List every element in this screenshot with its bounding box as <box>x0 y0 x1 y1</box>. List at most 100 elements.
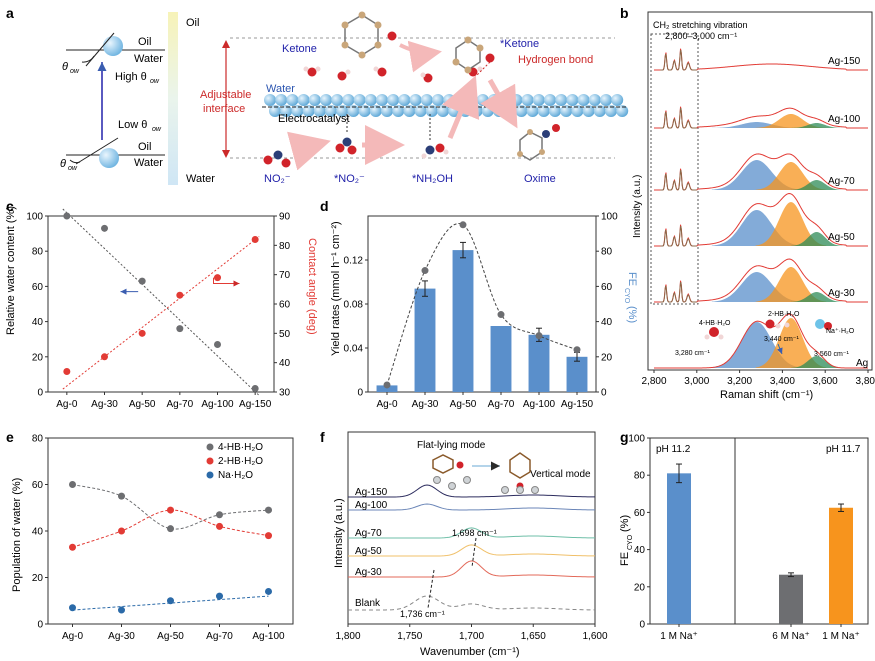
panel-b-x-tick-label: 3,600 <box>813 376 838 387</box>
raman-component-peak <box>755 267 827 302</box>
panel-b-x-tick-label: 3,800 <box>855 376 875 387</box>
chart-d-y-tick-label: 0.04 <box>344 344 364 355</box>
series-point <box>118 606 125 614</box>
catalyst-atom <box>320 94 332 106</box>
panel-b-ylabel: Intensity (a.u.) <box>632 175 643 238</box>
lower-theta-sub: ow <box>68 165 78 172</box>
catalyst-atom <box>414 105 427 117</box>
phase-gradient-bar <box>168 12 178 185</box>
upper-oil-label: Oil <box>138 36 151 48</box>
ch2-title: CH₂ stretching vibration <box>653 20 748 30</box>
adjustable-arrow-top <box>222 40 230 48</box>
vertical-mode-label: Vertical mode <box>530 469 591 480</box>
surface-atom <box>531 486 539 494</box>
raman-ch2-peaks <box>660 108 697 129</box>
4hb-water-icon <box>704 327 724 340</box>
catalyst-atom <box>588 94 601 106</box>
chart-d-y-tick-label: 0 <box>357 388 363 399</box>
surface-atoms <box>433 476 539 494</box>
series-point <box>167 506 174 514</box>
chart-c: Ag-0 Ag-30 Ag-50 Ag-70 Ag-100 Ag-150 0 20 40 60 80… <box>26 208 291 410</box>
yield-bar <box>452 250 474 392</box>
catalyst-atom <box>526 105 539 117</box>
chart-g-ylabel-unit: (%) <box>619 515 631 532</box>
ir-trace <box>348 595 596 611</box>
lower-angle-arc <box>69 159 81 164</box>
catalyst-atom <box>611 94 624 106</box>
chart-e-y-tick-label: 80 <box>32 434 44 445</box>
chart-d-x-tick-label: Ag-30 <box>412 399 439 410</box>
catalyst-atom <box>353 94 366 106</box>
fe-point <box>573 346 581 354</box>
chart-c-y-tick-label: 80 <box>32 247 44 258</box>
panel-f-xlabel: Wavenumber (cm⁻¹) <box>420 646 520 658</box>
chart-d-x-tick-label: Ag-70 <box>488 399 515 410</box>
desorption-arrow <box>480 78 518 129</box>
chart-g-ylabel: FE CYO (%) <box>619 515 634 566</box>
chart-d-y2-tick-label: 60 <box>601 282 613 293</box>
series-point <box>265 506 272 514</box>
chart-c-y2-tick-label: 80 <box>279 241 291 252</box>
ir-trace <box>348 544 596 557</box>
panel-g-letter: g <box>620 429 629 445</box>
surface-atom <box>433 476 441 484</box>
water-phase-label: Water <box>186 173 215 185</box>
series-point <box>216 511 223 519</box>
yield-bar <box>566 356 588 392</box>
catalyst-atom <box>376 94 388 106</box>
chart-g-x-tick-label: 1 M Na⁺ <box>660 631 698 642</box>
panel-f: f Intensity (a.u.) Wavenumber (cm⁻¹) Fla… <box>320 429 608 658</box>
peak-3280-label: 3,280 cm⁻¹ <box>675 350 710 357</box>
chart-d-ylabel2-unit: (%) <box>626 306 638 323</box>
chart-d-y2-tick-label: 20 <box>601 352 613 363</box>
upper-angle-arc <box>81 55 95 63</box>
surface-atom <box>448 482 456 490</box>
chart-d-x-tick-label: Ag-100 <box>523 399 556 410</box>
lower-oil-label: Oil <box>138 141 151 153</box>
catalyst-atom <box>264 94 276 106</box>
catalyst-atom <box>476 94 489 106</box>
contact-angle-point <box>214 274 221 282</box>
catalyst-atom <box>432 94 444 106</box>
catalyst-atom <box>560 105 573 117</box>
chart-e-y-tick-label: 60 <box>32 480 44 491</box>
catalyst-atom <box>364 94 377 106</box>
panel-f-x-tick-label: 1,650 <box>521 631 546 642</box>
series-point <box>265 587 272 595</box>
catalyst-atom <box>387 94 400 106</box>
panel-b-x-tick-label: 3,400 <box>770 376 795 387</box>
raman-envelope <box>654 313 868 369</box>
panel-b: b CH₂ stretching vibration 2,800–3,000 c… <box>620 5 875 401</box>
chart-e-y-tick-label: 0 <box>37 620 43 631</box>
fe-bar <box>779 574 803 624</box>
chart-c-y2-tick-label: 30 <box>279 388 291 399</box>
raman-trace-label: Ag-70 <box>828 176 855 187</box>
catalyst-atom <box>593 105 606 117</box>
catalyst-atom <box>510 94 523 106</box>
legend-label: 4-HB·H₂O <box>218 442 263 453</box>
contact-angle-point <box>251 235 259 243</box>
catalyst-atom <box>286 94 299 106</box>
water-content-point <box>214 340 221 348</box>
chart-d-y-tick-label: 0.12 <box>344 256 364 267</box>
panel-b-x-ticks: 2,800 3,000 3,200 3,400 3,600 3,800 <box>641 370 875 387</box>
raman-component-peak <box>790 180 843 190</box>
lower-theta-label: θ <box>60 158 66 170</box>
hydroxylamine-label: *NH₂OH <box>412 173 453 185</box>
panel-b-x-tick-label: 3,200 <box>727 376 752 387</box>
surface-atom <box>501 486 509 494</box>
chart-d-y2-tick-label: 0 <box>601 388 607 399</box>
oxime-molecule <box>517 124 560 161</box>
chart-d-y2-tick-label: 40 <box>601 317 613 328</box>
water-content-point <box>176 325 184 333</box>
catalyst-atom <box>521 94 534 106</box>
low-theta-sub: ow <box>152 126 162 133</box>
ketone-molecule <box>341 11 397 59</box>
nitrite-adsorption-arrow <box>287 131 331 171</box>
lower-particle <box>99 148 119 168</box>
peak-1698-label: 1,698 cm⁻¹ <box>452 528 497 538</box>
catalyst-atom <box>308 94 321 106</box>
contact-angle-point <box>101 353 108 361</box>
chart-d-ylabel2: FE CYO (%) <box>623 272 638 323</box>
yield-bar <box>528 334 550 392</box>
